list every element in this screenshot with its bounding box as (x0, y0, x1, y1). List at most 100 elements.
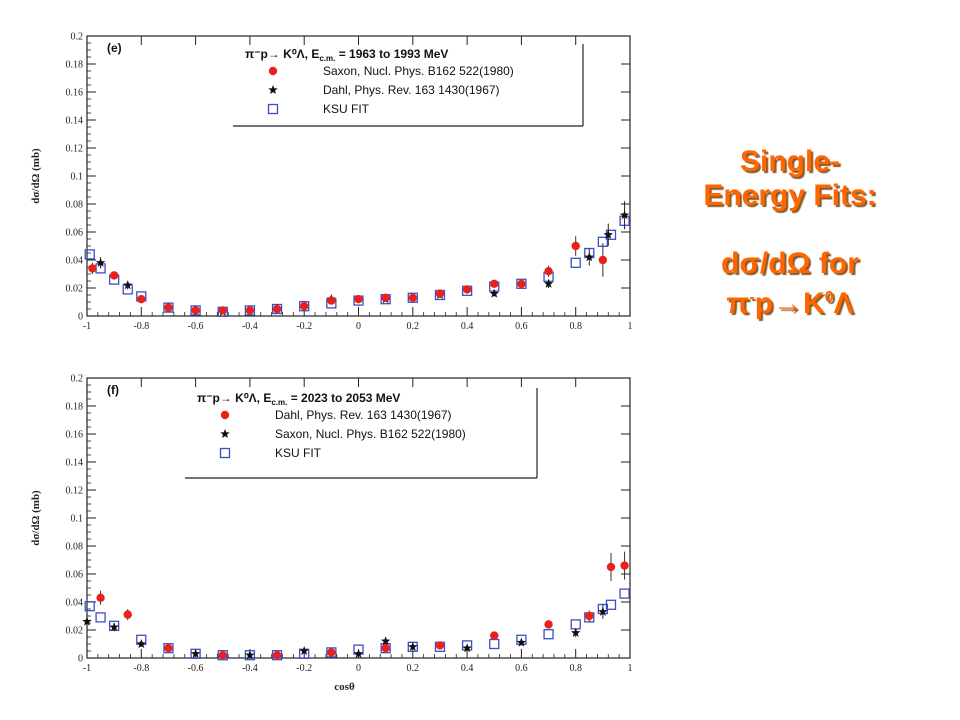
side-title-gap (660, 213, 920, 247)
data-point-square (543, 629, 554, 640)
x-tick-label: 0.8 (569, 321, 582, 332)
data-point-star (82, 616, 92, 626)
y-tick-label: 0.06 (66, 228, 84, 239)
series-star (82, 604, 608, 660)
legend-title-sub: c.m. (271, 398, 287, 407)
data-point-square (570, 619, 581, 630)
y-tick-label: 0.08 (66, 200, 84, 211)
side-title-pi: π (726, 287, 750, 320)
legend-entry: KSU FIT (275, 446, 322, 460)
legend-title: π⁻p→ K⁰Λ, Ec.m. = 2023 to 2053 MeV (197, 391, 400, 407)
data-point-star (598, 606, 608, 616)
data-point-star (408, 641, 418, 651)
data-point-circle (191, 306, 200, 315)
x-tick-label: 0.6 (515, 663, 528, 674)
y-tick-label: 0.02 (66, 626, 84, 637)
legend-marker-square (267, 103, 279, 115)
y-tick-label: 0.14 (66, 458, 84, 469)
data-point-square (407, 292, 418, 303)
data-point-circle (408, 293, 417, 302)
legend-title-tail: = 1963 to 1993 MeV (335, 47, 448, 61)
slide-side-title: Single- Energy Fits: dσ/dΩ for π-p→K0Λ (660, 145, 920, 321)
side-title-lambda: Λ (833, 287, 854, 320)
data-point-circle (571, 241, 580, 251)
data-point-circle (435, 641, 445, 650)
x-tick-label: 1 (628, 663, 633, 674)
data-point-circle (544, 620, 553, 629)
legend-title: π⁻p→ K⁰Λ, Ec.m. = 1963 to 1993 MeV (245, 47, 448, 63)
x-tick-label: -0.8 (133, 321, 149, 332)
y-tick-label: 0.1 (71, 514, 84, 525)
y-tick-label: 0.12 (66, 144, 84, 155)
legend-entry: Dahl, Phys. Rev. 163 1430(1967) (323, 83, 500, 97)
data-point-square (217, 650, 228, 661)
data-point-circle (109, 271, 119, 280)
data-point-star (584, 252, 595, 262)
x-tick-label: 0.2 (407, 321, 420, 332)
y-tick-label: 0.2 (71, 374, 84, 385)
x-axis-label: cosθ (334, 681, 355, 693)
legend-marker-circle (220, 410, 230, 420)
legend-marker-star (268, 85, 278, 95)
side-title-zero: 0 (824, 289, 834, 306)
data-point-circle (517, 279, 526, 288)
data-point-circle (218, 306, 227, 315)
data-point-star (516, 637, 527, 647)
x-tick-label: 0 (356, 321, 361, 332)
legend: π⁻p→ K⁰Λ, Ec.m. = 1963 to 1993 MeVSaxon,… (233, 44, 584, 127)
data-point-circle (327, 296, 336, 305)
x-tick-label: -0.4 (242, 663, 258, 674)
legend-marker-star (220, 429, 230, 439)
x-tick-label: -0.4 (242, 321, 258, 332)
data-point-square (570, 257, 581, 268)
data-point-square (605, 599, 617, 610)
legend-entry: Saxon, Nucl. Phys. B162 522(1980) (323, 64, 514, 78)
y-tick-label: 0.04 (66, 256, 84, 267)
data-point-star (462, 643, 472, 653)
y-tick-label: 0.04 (66, 598, 84, 609)
data-point-star (603, 229, 614, 239)
y-tick-label: 0.18 (66, 402, 84, 413)
x-tick-label: -0.2 (296, 321, 312, 332)
data-point-circle (164, 303, 173, 312)
y-tick-label: 0 (78, 654, 83, 665)
x-tick-label: 1 (628, 321, 633, 332)
data-point-square (489, 638, 500, 650)
side-title-line4: π-p→K0Λ (660, 281, 920, 321)
data-point-star (299, 646, 309, 656)
legend-marker-square (219, 447, 231, 459)
data-point-circle (435, 289, 445, 298)
legend-title-main: π⁻p→ K⁰Λ, E (197, 391, 271, 405)
series-circle (88, 236, 608, 315)
legend-entry: KSU FIT (323, 102, 370, 116)
data-point-circle (598, 255, 608, 265)
data-point-circle (137, 295, 146, 304)
data-point-circle (272, 304, 282, 314)
x-tick-label: -0.2 (296, 663, 312, 674)
x-tick-label: -0.8 (133, 663, 149, 674)
data-point-circle (606, 562, 616, 572)
y-tick-label: 0.08 (66, 542, 84, 553)
x-tick-label: -0.6 (188, 321, 204, 332)
data-point-star (245, 650, 255, 660)
data-point-square (163, 643, 174, 654)
data-point-circle (218, 651, 227, 660)
data-point-square (299, 301, 310, 312)
side-title-minus: - (749, 289, 755, 306)
data-point-circle (620, 561, 629, 570)
y-tick-label: 0.14 (66, 116, 84, 127)
panel-label: (e) (107, 41, 122, 55)
data-point-square (516, 278, 527, 289)
data-point-square (84, 249, 95, 260)
legend-marker-circle (268, 66, 278, 76)
y-tick-label: 0.1 (71, 172, 84, 183)
panel-e: 0 0.02 0.04 0.06 0.08 0.1 0.12 0.14 0.16 0.18 0.2 -… (30, 32, 633, 333)
data-point-circle (300, 302, 309, 311)
x-tick-label: -1 (83, 321, 91, 332)
y-tick-label: 0.02 (66, 284, 84, 295)
data-point-star (489, 288, 500, 298)
data-point-square (95, 612, 106, 623)
data-point-circle (490, 631, 499, 640)
data-point-circle (96, 593, 105, 602)
